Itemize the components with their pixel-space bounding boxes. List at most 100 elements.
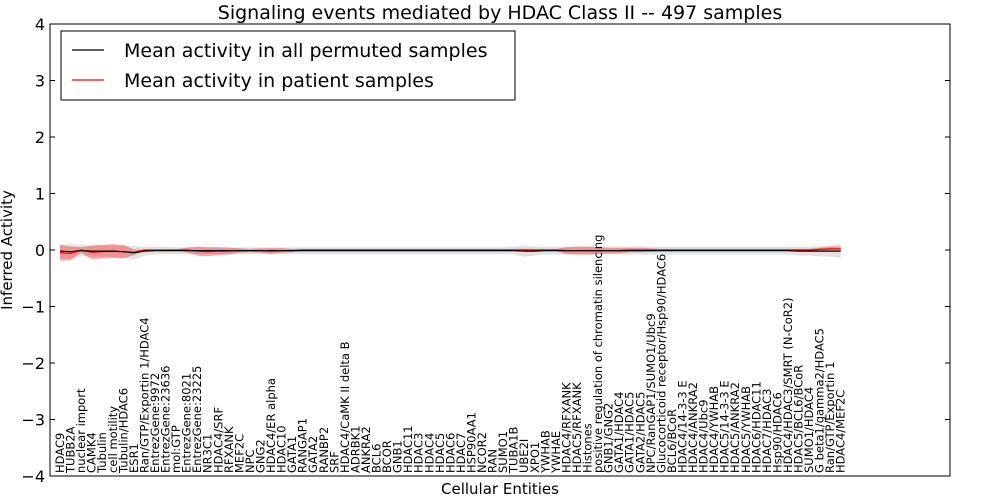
- x-tick-label: HDAC5/14-3-3 E: [718, 380, 732, 473]
- legend-box: [60, 30, 516, 101]
- x-tick-label: ADRBK1: [348, 426, 362, 473]
- x-tick-label: HDAC10: [275, 425, 289, 473]
- x-tick-label: HDAC5/RFXANK: [570, 382, 584, 473]
- x-tick-label: positive regulation of chromatin silenci…: [591, 235, 605, 473]
- legend-label-patient: Mean activity in patient samples: [124, 70, 434, 92]
- chart-title: Signaling events mediated by HDAC Class …: [218, 2, 782, 24]
- x-tick-label: HDAC3: [412, 433, 426, 473]
- x-tick-label: HDAC6/HDAC11: [749, 381, 763, 473]
- x-tick-label: SUMO1: [496, 431, 510, 473]
- x-tick-label: GATA2/HDAC5: [633, 392, 647, 473]
- x-tick-label: HDAC4/MEF2C: [834, 390, 848, 473]
- x-tick-label: GNB1/GNG2: [602, 403, 616, 473]
- x-tick-label: NR3C1: [201, 434, 215, 473]
- x-tick-label: NPC/RanGAP1/SUMO1/Ubc9: [644, 313, 658, 473]
- x-tick-label: HDAC7/HDAC3: [760, 389, 774, 474]
- x-tick-label: GATA1: [285, 436, 299, 473]
- y-tick-label: 1: [35, 185, 45, 204]
- x-tick-label: Glucocorticoid receptor/Hsp90/HDAC6: [654, 254, 668, 473]
- x-tick-label: GNG2: [254, 439, 268, 473]
- band-permuted: [60, 244, 841, 260]
- y-tick-label: −2: [21, 354, 45, 373]
- x-tick-label: SRF: [327, 451, 341, 473]
- x-tick-label: YWHAB: [538, 430, 552, 474]
- band-patient: [60, 244, 841, 261]
- x-tick-label: G beta1/gamma2/HDAC5: [813, 328, 827, 473]
- x-tick-label: GATA1/HDAC5: [623, 392, 637, 473]
- line-permuted: [59, 249, 841, 254]
- x-tick-label: HDAC11: [401, 425, 415, 473]
- x-tick-label: EntrezGene:23636: [159, 366, 173, 473]
- y-tick-label: −3: [21, 411, 45, 430]
- x-tick-label: nuclear import: [74, 388, 88, 473]
- x-tick-label: NPC: [243, 449, 257, 473]
- y-tick-label: 0: [35, 241, 45, 260]
- x-tick-label: SUMO1/HDAC4: [802, 387, 816, 473]
- x-tick-label: GATA2: [306, 436, 320, 473]
- y-tick-label: 4: [35, 15, 45, 34]
- confidence-bands: [60, 244, 841, 261]
- x-tick-label: BCL6: [370, 444, 384, 473]
- x-tick-label: HDAC4/SRF: [211, 407, 225, 473]
- x-tick-label: HDAC4/YWHAB: [707, 386, 721, 473]
- x-tick-label: HDAC4/ER alpha: [264, 378, 278, 473]
- x-tick-label: mol:GTP: [169, 425, 183, 473]
- x-tick-label: cell motility: [106, 406, 120, 473]
- x-tick-label: MEF2C: [232, 434, 246, 473]
- x-tick-label: HDAC5/ANKRA2: [728, 382, 742, 473]
- y-axis-ticks: −4 −3 −2 −1 0 1 2 3 4: [21, 15, 950, 486]
- x-tick-label: GNB1: [391, 440, 405, 473]
- x-tick-label: HDAC4/RFXANK: [559, 382, 573, 473]
- x-tick-label: Ran/GTP/Exportin 1/HDAC4: [137, 317, 151, 473]
- x-tick-label: CAMK4: [85, 432, 99, 473]
- y-tick-label: −1: [21, 298, 45, 317]
- x-tick-label: HSP90AA1: [465, 412, 479, 473]
- y-axis-label: Inferred Activity: [0, 190, 16, 310]
- x-tick-label: BCL6/BCoR: [665, 409, 679, 473]
- x-tick-label: RANGAP1: [296, 418, 310, 473]
- x-tick-label: EntrezGene:9972: [148, 373, 162, 473]
- x-tick-label: YWHAE: [549, 431, 563, 474]
- x-tick-label: HDAC4/CaMK II delta B: [338, 341, 352, 473]
- x-tick-label: HDAC4/Ubc9: [697, 399, 711, 473]
- x-tick-label: RAN: [486, 449, 500, 473]
- plot-frame: [49, 23, 951, 477]
- y-tick-label: −4: [21, 467, 45, 486]
- x-tick-label: ESR1: [127, 443, 141, 473]
- x-tick-label: HDAC9: [53, 433, 67, 473]
- x-tick-label: HDAC4/HDAC3/SMRT (N-CoR2): [781, 297, 795, 473]
- x-tick-label: HDAC5/YWHAB: [739, 386, 753, 473]
- x-tick-label: HDAC7: [454, 433, 468, 473]
- series-lines: [59, 248, 841, 255]
- y-tick-label: 2: [35, 128, 45, 147]
- x-tick-label: Hsp90/HDAC6: [770, 392, 784, 473]
- x-tick-label: Tubulin/HDAC6: [116, 388, 130, 474]
- legend: Mean activity in all permuted samples Me…: [60, 30, 516, 101]
- legend-label-permuted: Mean activity in all permuted samples: [124, 40, 487, 62]
- x-tick-label: HDAC4/ANKRA2: [686, 382, 700, 473]
- x-tick-label: NCOR2: [475, 432, 489, 473]
- x-tick-label: HDAC5/BCL6/BCoR: [792, 365, 806, 473]
- x-tick-label: RFXANK: [222, 426, 236, 473]
- x-tick-label: HDAC6: [443, 433, 457, 473]
- x-tick-label: TUBA1B: [507, 426, 521, 474]
- x-tick-label: EntrezGene:8021: [180, 373, 194, 473]
- x-tick-label: Histones: [581, 423, 595, 473]
- x-tick-label: Tubulin: [95, 432, 109, 474]
- x-tick-label: ANKRA2: [359, 426, 373, 473]
- x-axis-label: Cellular Entities: [441, 480, 559, 498]
- x-tick-label: EntrezGene:23225: [190, 366, 204, 473]
- y-tick-label: 3: [35, 72, 45, 91]
- x-tick-label: HDAC4: [422, 433, 436, 473]
- x-tick-label: XPO1: [528, 442, 542, 473]
- x-tick-label: Ran/GTP/Exportin 1: [823, 362, 837, 473]
- x-tick-label: HDAC5: [433, 433, 447, 473]
- x-tick-label: GATA1/HDAC4: [612, 392, 626, 473]
- x-tick-label: UBE2I: [517, 439, 531, 473]
- x-tick-label: HDAC4/14-3-3 E: [676, 380, 690, 473]
- x-tick-label: TUBB2A: [64, 426, 78, 474]
- x-tick-label: RANBP2: [317, 427, 331, 473]
- x-tick-label: BCOR: [380, 440, 394, 473]
